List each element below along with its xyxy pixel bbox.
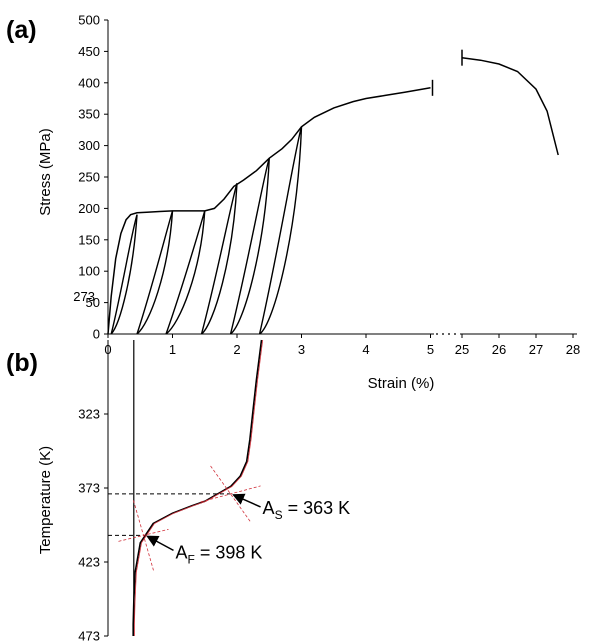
y-tick-label-overlap: 273 <box>73 289 95 304</box>
af-arrow <box>146 535 174 552</box>
x-tick-label: 4 <box>362 342 369 357</box>
y-tick-label-stress: 200 <box>78 201 100 216</box>
reload-curve <box>258 126 303 335</box>
y-tick-label-stress: 500 <box>78 13 100 28</box>
af-label: AF = 398 K <box>175 542 262 566</box>
reload-curve <box>229 157 270 335</box>
x-axis-label: Strain (%) <box>368 375 435 392</box>
y-tick-label-stress: 50 <box>86 295 100 310</box>
as-label: AS = 363 K <box>263 498 351 522</box>
unload-curve <box>259 126 303 335</box>
x-tick-label: 1 <box>169 342 176 357</box>
reload-curve <box>200 183 238 335</box>
af-tangent-2 <box>118 528 169 542</box>
temperature-plot <box>108 339 264 636</box>
af-label-subscript: F <box>187 552 194 566</box>
as-label-main: A <box>263 498 275 518</box>
x-tick-label: 27 <box>529 342 543 357</box>
x-tick-label: 26 <box>492 342 506 357</box>
x-tick-label: 2 <box>233 342 240 357</box>
as-label-subscript: S <box>275 508 283 522</box>
as-arrow <box>232 493 261 508</box>
x-tick-label: 3 <box>298 342 305 357</box>
unload-curve <box>230 158 270 335</box>
unload-curve <box>136 210 174 335</box>
af-label-value: = 398 K <box>195 542 263 562</box>
y-tick-label-stress: 250 <box>78 170 100 185</box>
stress-strain-plot <box>107 49 559 335</box>
y-tick-label-temperature: 373 <box>78 481 100 496</box>
y-tick-label-stress: 150 <box>78 232 100 247</box>
y-tick-label-temperature: 423 <box>78 555 100 570</box>
as-tangent-2 <box>200 485 261 503</box>
y-tick-label-stress: 350 <box>78 107 100 122</box>
stress-strain-envelope-line <box>107 87 431 335</box>
as-label-value: = 363 K <box>283 498 351 518</box>
reload-curve <box>110 214 138 335</box>
y-tick-label-stress: 300 <box>78 138 100 153</box>
y-tick-label-stress: 100 <box>78 264 100 279</box>
stress-strain-axes: 0501001502002503003504004505002730123452… <box>73 13 580 358</box>
recovery-curve <box>132 339 263 636</box>
y-tick-label-temperature: 323 <box>78 407 100 422</box>
reload-curve <box>136 210 174 335</box>
panel-label-b: (b) <box>6 349 38 377</box>
y-axis-label-stress: Stress (MPa) <box>37 128 54 216</box>
y-axis-label-temperature: Temperature (K) <box>37 446 54 554</box>
x-tick-label: 25 <box>455 342 469 357</box>
unload-curve <box>165 210 206 335</box>
x-tick-label: 5 <box>427 342 434 357</box>
y-tick-label-stress: 450 <box>78 44 100 59</box>
temperature-axes: 323 373 423 473 <box>78 340 109 643</box>
as-tangent-1 <box>210 465 251 523</box>
panel-label-a: (a) <box>6 16 37 44</box>
recovery-curve-fit <box>134 339 264 636</box>
stress-strain-break-line <box>461 56 559 156</box>
y-tick-label-stress: 400 <box>78 75 100 90</box>
y-tick-label-temperature: 473 <box>78 629 100 643</box>
unload-curve <box>110 214 138 335</box>
x-tick-label: 28 <box>566 342 580 357</box>
temperature-annotations: AS = 363 KAF = 398 K <box>146 493 351 566</box>
reload-curve <box>165 210 206 335</box>
unload-curve <box>201 183 238 335</box>
y-tick-label-stress: 0 <box>93 327 100 342</box>
af-label-main: A <box>175 542 187 562</box>
